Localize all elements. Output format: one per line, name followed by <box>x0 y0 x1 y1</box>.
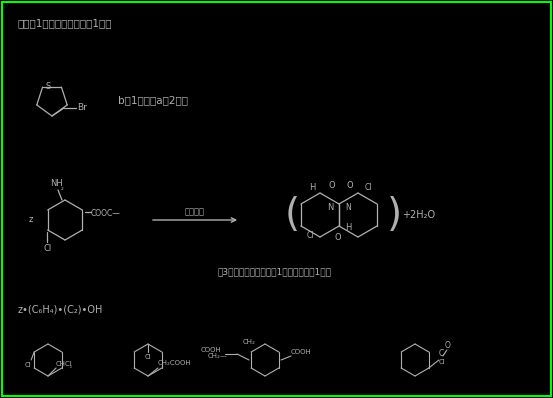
Text: 液晶（1分）、氧化还原（1分）: 液晶（1分）、氧化还原（1分） <box>18 18 112 28</box>
Text: C: C <box>439 349 444 358</box>
Text: O: O <box>328 181 335 189</box>
Text: 一定条件: 一定条件 <box>185 207 205 216</box>
Text: CH₂: CH₂ <box>243 339 255 345</box>
Text: H: H <box>309 183 315 191</box>
Text: N: N <box>345 203 351 211</box>
Text: COOH: COOH <box>200 347 221 353</box>
Text: CHCl: CHCl <box>56 361 73 367</box>
Text: Br: Br <box>77 103 87 113</box>
Text: O: O <box>347 181 353 189</box>
Text: (: ( <box>284 196 300 234</box>
Text: z: z <box>29 215 33 224</box>
Text: ): ) <box>387 196 401 234</box>
Text: N: N <box>327 203 333 211</box>
Text: NH: NH <box>50 179 62 188</box>
Text: Cl: Cl <box>25 362 32 368</box>
Text: b（1分）；a（2分）: b（1分）；a（2分） <box>118 95 188 105</box>
Text: COOH: COOH <box>291 349 312 355</box>
Text: H: H <box>345 222 351 232</box>
Text: z•(C₆H₄)•(C₂)•OH: z•(C₆H₄)•(C₂)•OH <box>18 305 103 315</box>
Text: COOC—: COOC— <box>91 209 121 217</box>
Text: Cl: Cl <box>145 354 152 360</box>
Text: CH₂—: CH₂— <box>207 353 227 359</box>
Text: O: O <box>445 341 451 350</box>
Text: （3分，有机产物画三遍1分，其他各对1分）: （3分，有机产物画三遍1分，其他各对1分） <box>218 267 332 276</box>
Text: ₂: ₂ <box>70 364 72 369</box>
Text: Cl: Cl <box>364 183 372 191</box>
Text: Cl: Cl <box>43 244 51 253</box>
Text: O: O <box>335 232 341 242</box>
Text: Cl: Cl <box>306 230 314 240</box>
Text: S: S <box>45 82 51 91</box>
Text: CH₂COOH: CH₂COOH <box>158 360 192 366</box>
Text: ₂: ₂ <box>61 185 64 191</box>
Text: Cl: Cl <box>439 359 446 365</box>
Text: +2H₂O: +2H₂O <box>402 210 435 220</box>
